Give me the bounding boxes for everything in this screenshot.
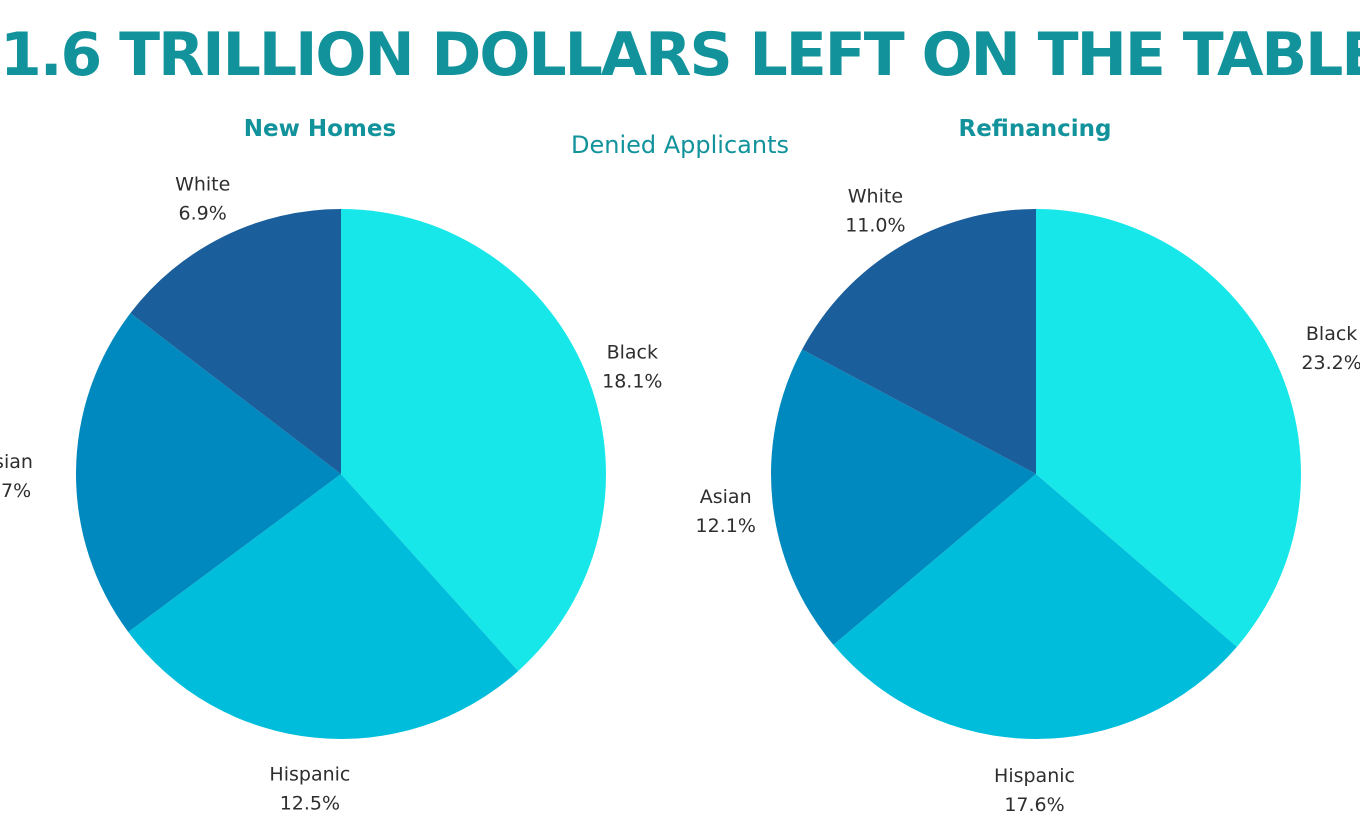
- new-homes-label-asian: Asian: [0, 451, 33, 473]
- new-homes-value-asian: 9.7%: [0, 480, 31, 502]
- new-homes-value-white: 6.9%: [179, 202, 227, 224]
- new-homes-slice-white: [130, 209, 341, 474]
- refinancing-label-black: Black: [1306, 323, 1357, 345]
- new-homes-slice-hispanic: [128, 474, 519, 739]
- new-homes-value-black: 18.1%: [602, 370, 662, 392]
- refinancing-value-asian: 12.1%: [696, 515, 756, 537]
- new-homes-slice-asian: [75, 313, 341, 633]
- refinancing-value-white: 11.0%: [845, 215, 905, 237]
- new-homes-value-hispanic: 12.5%: [280, 792, 340, 814]
- chart-subtitle: Denied Applicants: [570, 131, 789, 159]
- new-homes-label-hispanic: Hispanic: [269, 763, 350, 785]
- refinancing-chart-title: Refinancing: [958, 116, 1112, 142]
- new-homes-slice-black: [341, 209, 606, 672]
- refinancing-label-hispanic: Hispanic: [994, 765, 1075, 787]
- page-title: 1.6 TRILLION DOLLARS LEFT ON THE TABLE.: [0, 20, 1360, 90]
- new-homes-label-black: Black: [607, 341, 658, 363]
- refinancing-value-black: 23.2%: [1301, 352, 1360, 374]
- new-homes-chart-title: New Homes: [243, 116, 397, 142]
- refinancing-label-asian: Asian: [700, 486, 752, 508]
- refinancing-slice-black: [1036, 209, 1301, 647]
- refinancing-pie-chart: Black 23.2% Hispanic 17.6% Asian 12.1% White 11…: [696, 186, 1360, 816]
- new-homes-label-white: White: [175, 173, 230, 195]
- new-homes-pie-chart: Black 18.1% Hispanic 12.5% Asian 9.7% White 6.9…: [0, 173, 662, 814]
- refinancing-slice-hispanic: [833, 474, 1237, 739]
- refinancing-slice-white: [802, 209, 1036, 474]
- refinancing-value-hispanic: 17.6%: [1004, 794, 1064, 816]
- refinancing-slice-asian: [771, 349, 1036, 645]
- refinancing-label-white: White: [848, 186, 903, 208]
